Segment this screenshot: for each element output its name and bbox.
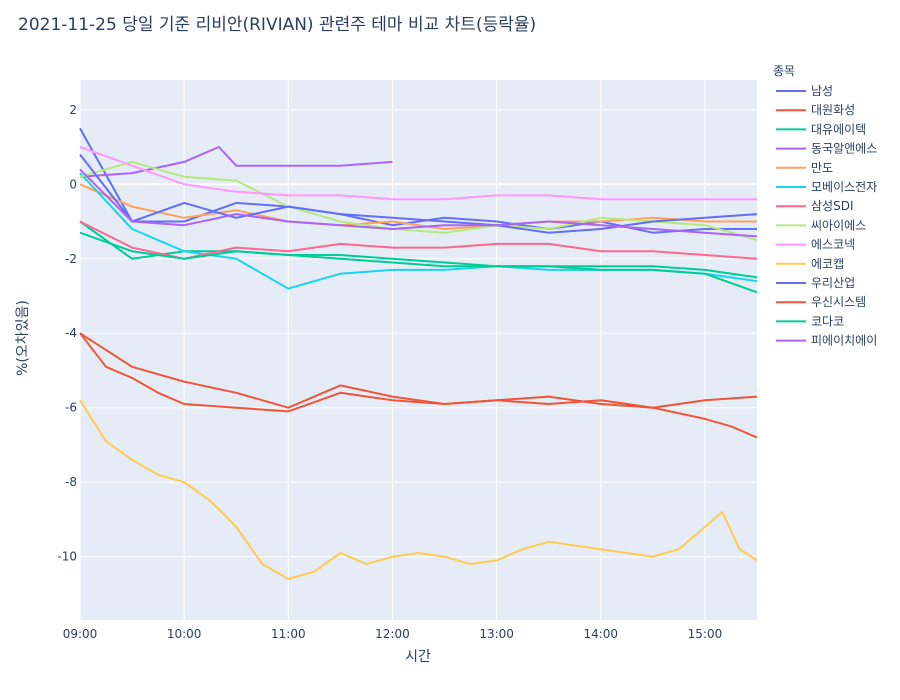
legend-label: 만도: [811, 161, 833, 175]
x-tick-label: 09:00: [63, 627, 98, 641]
y-tick-label: -6: [65, 401, 77, 415]
series-line-9: [79, 399, 758, 580]
series-line-4: [79, 183, 757, 230]
legend-label: 삼성SDI: [811, 199, 853, 213]
x-tick-label: 10:00: [167, 627, 202, 641]
legend-title: 종목: [773, 64, 795, 78]
legend-label: 동국알앤에스: [811, 142, 877, 156]
x-tick-label: 13:00: [479, 627, 514, 641]
series-line-2: [79, 220, 758, 279]
legend-item[interactable]: 동국알앤에스: [776, 142, 877, 156]
y-tick-label: -10: [57, 550, 77, 564]
legend-item[interactable]: 우리산업: [776, 276, 855, 290]
legend-label: 코다코: [811, 314, 844, 328]
y-tick-label: -8: [65, 475, 77, 489]
series-line-8: [79, 146, 757, 201]
legend-item[interactable]: 대원화성: [776, 103, 855, 117]
y-tick-label: -4: [65, 326, 77, 340]
x-axis-title: 시간: [405, 649, 431, 665]
legend-item[interactable]: 만도: [776, 161, 833, 175]
y-axis-title: %(오차있음): [15, 300, 31, 376]
legend-label: 남성: [811, 84, 833, 98]
legend-item[interactable]: 모베이스전자: [776, 180, 877, 194]
legend-item[interactable]: 에스코넥: [776, 238, 855, 252]
series-lines: [79, 127, 758, 580]
series-line-3: [79, 146, 393, 178]
legend-label: 우신시스템: [811, 295, 866, 309]
chart-title: 2021-11-25 당일 기준 리비안(RIVIAN) 관련주 테마 비교 차…: [18, 15, 536, 35]
legend-label: 피에이치에이: [811, 334, 877, 348]
x-tick-label: 11:00: [271, 627, 306, 641]
series-line-11: [79, 332, 758, 439]
legend-item[interactable]: 대유에이텍: [776, 122, 866, 136]
legend-item[interactable]: 씨아이에스: [776, 218, 866, 232]
legend-label: 씨아이에스: [811, 218, 866, 232]
y-tick-label: 2: [69, 103, 77, 117]
grid: [79, 80, 757, 620]
plot-area: [80, 80, 757, 620]
x-tick-label: 14:00: [583, 627, 618, 641]
x-tick-label: 15:00: [688, 627, 723, 641]
legend-label: 모베이스전자: [811, 180, 877, 194]
y-tick-label: -2: [65, 252, 77, 266]
legend-item[interactable]: 코다코: [776, 314, 844, 328]
series-line-10: [79, 153, 758, 234]
series-line-13: [79, 168, 758, 238]
series-line-0: [79, 127, 757, 234]
legend-item[interactable]: 우신시스템: [776, 295, 866, 309]
x-tick-label: 12:00: [375, 627, 410, 641]
series-line-7: [79, 160, 758, 242]
y-tick-label: 0: [69, 177, 77, 191]
legend-label: 대원화성: [811, 103, 855, 117]
legend-label: 우리산업: [811, 276, 855, 290]
axis-ticks: 09:00 10:00 11:00 12:00 13:00 14:00 15:00 2 0 -2 -…: [57, 103, 722, 641]
legend-item[interactable]: 남성: [776, 84, 833, 98]
series-line-12: [79, 231, 758, 294]
legend-item[interactable]: 피에이치에이: [776, 334, 877, 348]
legend-label: 에스코넥: [811, 238, 855, 252]
legend-label: 대유에이텍: [811, 122, 866, 136]
legend-item[interactable]: 삼성SDI: [776, 199, 853, 213]
legend-label: 에코캡: [811, 257, 844, 271]
legend-item[interactable]: 에코캡: [776, 257, 844, 271]
